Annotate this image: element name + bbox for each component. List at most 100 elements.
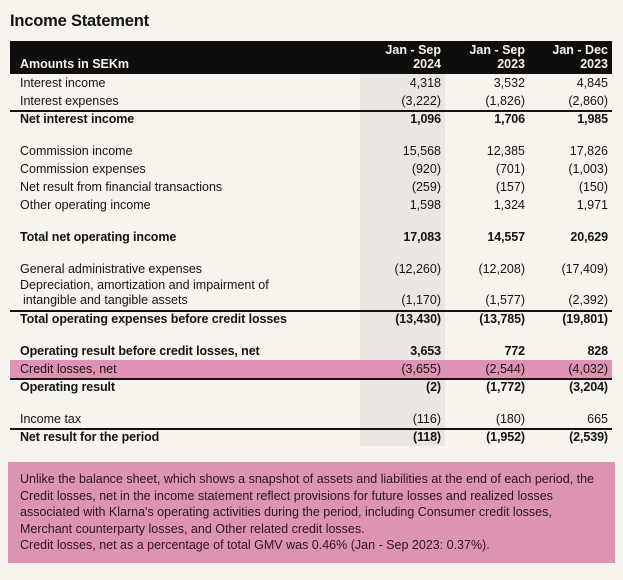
row-value: (116) [360, 410, 445, 428]
row-value: 4,318 [360, 74, 445, 92]
column-header-jan-dec-2023: Jan - Dec 2023 [529, 43, 612, 74]
row-label: Net result for the period [20, 430, 160, 444]
row-value: (180) [495, 412, 525, 426]
table-row: Net result from financial transactions (2… [10, 178, 612, 196]
row-label: Depreciation, amortization and impairmen… [10, 278, 360, 310]
table-row: Credit losses, net (3,655) (2,544) (4,032) [10, 360, 612, 378]
spacer-cell [445, 128, 529, 142]
income-statement-table: Amounts in SEKm Jan - Sep 2024 Jan - Sep… [10, 41, 612, 446]
row-spacer [10, 246, 612, 260]
row-value: (2,860) [568, 94, 608, 108]
row-value: (13,430) [360, 312, 445, 328]
column-header-jan-sep-2024: Jan - Sep 2024 [360, 43, 445, 74]
spacer-cell [529, 328, 612, 342]
spacer-cell [10, 214, 360, 228]
row-spacer [10, 214, 612, 228]
table-body: Interest income 4,318 3,532 4,845 Interest e… [10, 74, 612, 446]
table-row: Operating result before credit losses, n… [10, 342, 612, 360]
row-label: Commission expenses [20, 162, 146, 176]
row-value: (12,208) [478, 262, 525, 276]
row-value: (1,952) [486, 430, 525, 444]
row-value: (19,801) [562, 312, 608, 326]
row-label: Operating result before credit losses, n… [20, 344, 260, 358]
row-spacer [10, 396, 612, 410]
table-row: Depreciation, amortization and impairmen… [10, 278, 612, 310]
spacer-cell [445, 396, 529, 410]
table-row: Total operating expenses before credit l… [10, 310, 612, 328]
table-row: Net interest income 1,096 1,706 1,985 [10, 110, 612, 128]
row-value: (150) [578, 180, 608, 194]
column-year: 2023 [497, 57, 525, 71]
table-corner-label: Amounts in SEKm [20, 57, 130, 71]
table-row: Total net operating income 17,083 14,557 20… [10, 228, 612, 246]
row-value: (920) [360, 160, 445, 178]
spacer-cell [10, 396, 360, 410]
row-value: (2,392) [568, 293, 608, 307]
spacer-cell [529, 396, 612, 410]
row-label: Interest income [20, 76, 106, 90]
spacer-cell [445, 246, 529, 260]
row-spacer [10, 328, 612, 342]
table-row: Income tax (116) (180) 665 [10, 410, 612, 428]
row-value: (2,544) [485, 362, 525, 376]
row-value: 772 [504, 344, 525, 358]
page-title: Income Statement [10, 12, 149, 30]
row-value: 15,568 [360, 142, 445, 160]
row-value: (1,003) [568, 162, 608, 176]
row-value: (3,222) [360, 92, 445, 110]
spacer-cell [10, 246, 360, 260]
row-label: Total operating expenses before credit l… [20, 312, 287, 326]
column-year: 2023 [580, 57, 608, 71]
row-label: Income tax [20, 412, 82, 426]
row-label: General administrative expenses [20, 262, 203, 276]
spacer-cell [445, 214, 529, 228]
column-header-jan-sep-2023: Jan - Sep 2023 [445, 43, 529, 74]
table-row: Net result for the period (118) (1,952) (2,… [10, 428, 612, 446]
row-value: 4,845 [576, 76, 608, 90]
row-value: (1,826) [485, 94, 525, 108]
row-value: 17,826 [569, 144, 608, 158]
table-row: General administrative expenses (12,260) (… [10, 260, 612, 278]
row-spacer [10, 128, 612, 142]
row-label: Operating result [20, 380, 115, 394]
row-label: Net result from financial transactions [20, 180, 223, 194]
credit-losses-footnote: Unlike the balance sheet, which shows a … [8, 462, 615, 563]
row-value: 20,629 [570, 230, 608, 244]
row-label: Other operating income [20, 198, 151, 212]
spacer-cell [360, 246, 445, 260]
row-value: (2,539) [569, 430, 608, 444]
footnote-paragraph: Unlike the balance sheet, which shows a … [20, 472, 594, 536]
row-value: (1,772) [486, 380, 525, 394]
row-value: (3,655) [360, 360, 445, 378]
footnote-paragraph: Credit losses, net as a percentage of to… [20, 538, 490, 552]
row-label: Total net operating income [20, 230, 177, 244]
spacer-cell [360, 328, 445, 342]
row-value: (13,785) [479, 312, 525, 326]
row-value: 3,532 [493, 76, 525, 90]
row-value: 828 [587, 344, 608, 358]
column-period: Jan - Sep [469, 43, 525, 57]
table-row: Operating result (2) (1,772) (3,204) [10, 378, 612, 396]
table-row: Commission income 15,568 12,385 17,826 [10, 142, 612, 160]
row-value: (1,170) [360, 278, 445, 310]
row-value: 1,324 [493, 198, 525, 212]
row-value: 1,971 [576, 198, 608, 212]
column-period: Jan - Sep [385, 43, 441, 57]
row-value: (17,409) [561, 262, 608, 276]
spacer-cell [360, 128, 445, 142]
row-value: 1,598 [360, 196, 445, 214]
row-value: (3,204) [569, 380, 608, 394]
table-row: Interest income 4,318 3,532 4,845 [10, 74, 612, 92]
row-label: Interest expenses [20, 94, 119, 108]
spacer-cell [360, 396, 445, 410]
table-row: Commission expenses (920) (701) (1,003) [10, 160, 612, 178]
row-value: 3,653 [360, 342, 445, 360]
table-header-row: Amounts in SEKm Jan - Sep 2024 Jan - Sep… [10, 41, 612, 74]
row-value: 17,083 [360, 228, 445, 246]
column-period: Jan - Dec [552, 43, 608, 57]
row-value: 12,385 [486, 144, 525, 158]
spacer-cell [360, 214, 445, 228]
row-value: (4,032) [568, 362, 608, 376]
row-value: 1,096 [360, 112, 445, 128]
row-value: (259) [360, 178, 445, 196]
